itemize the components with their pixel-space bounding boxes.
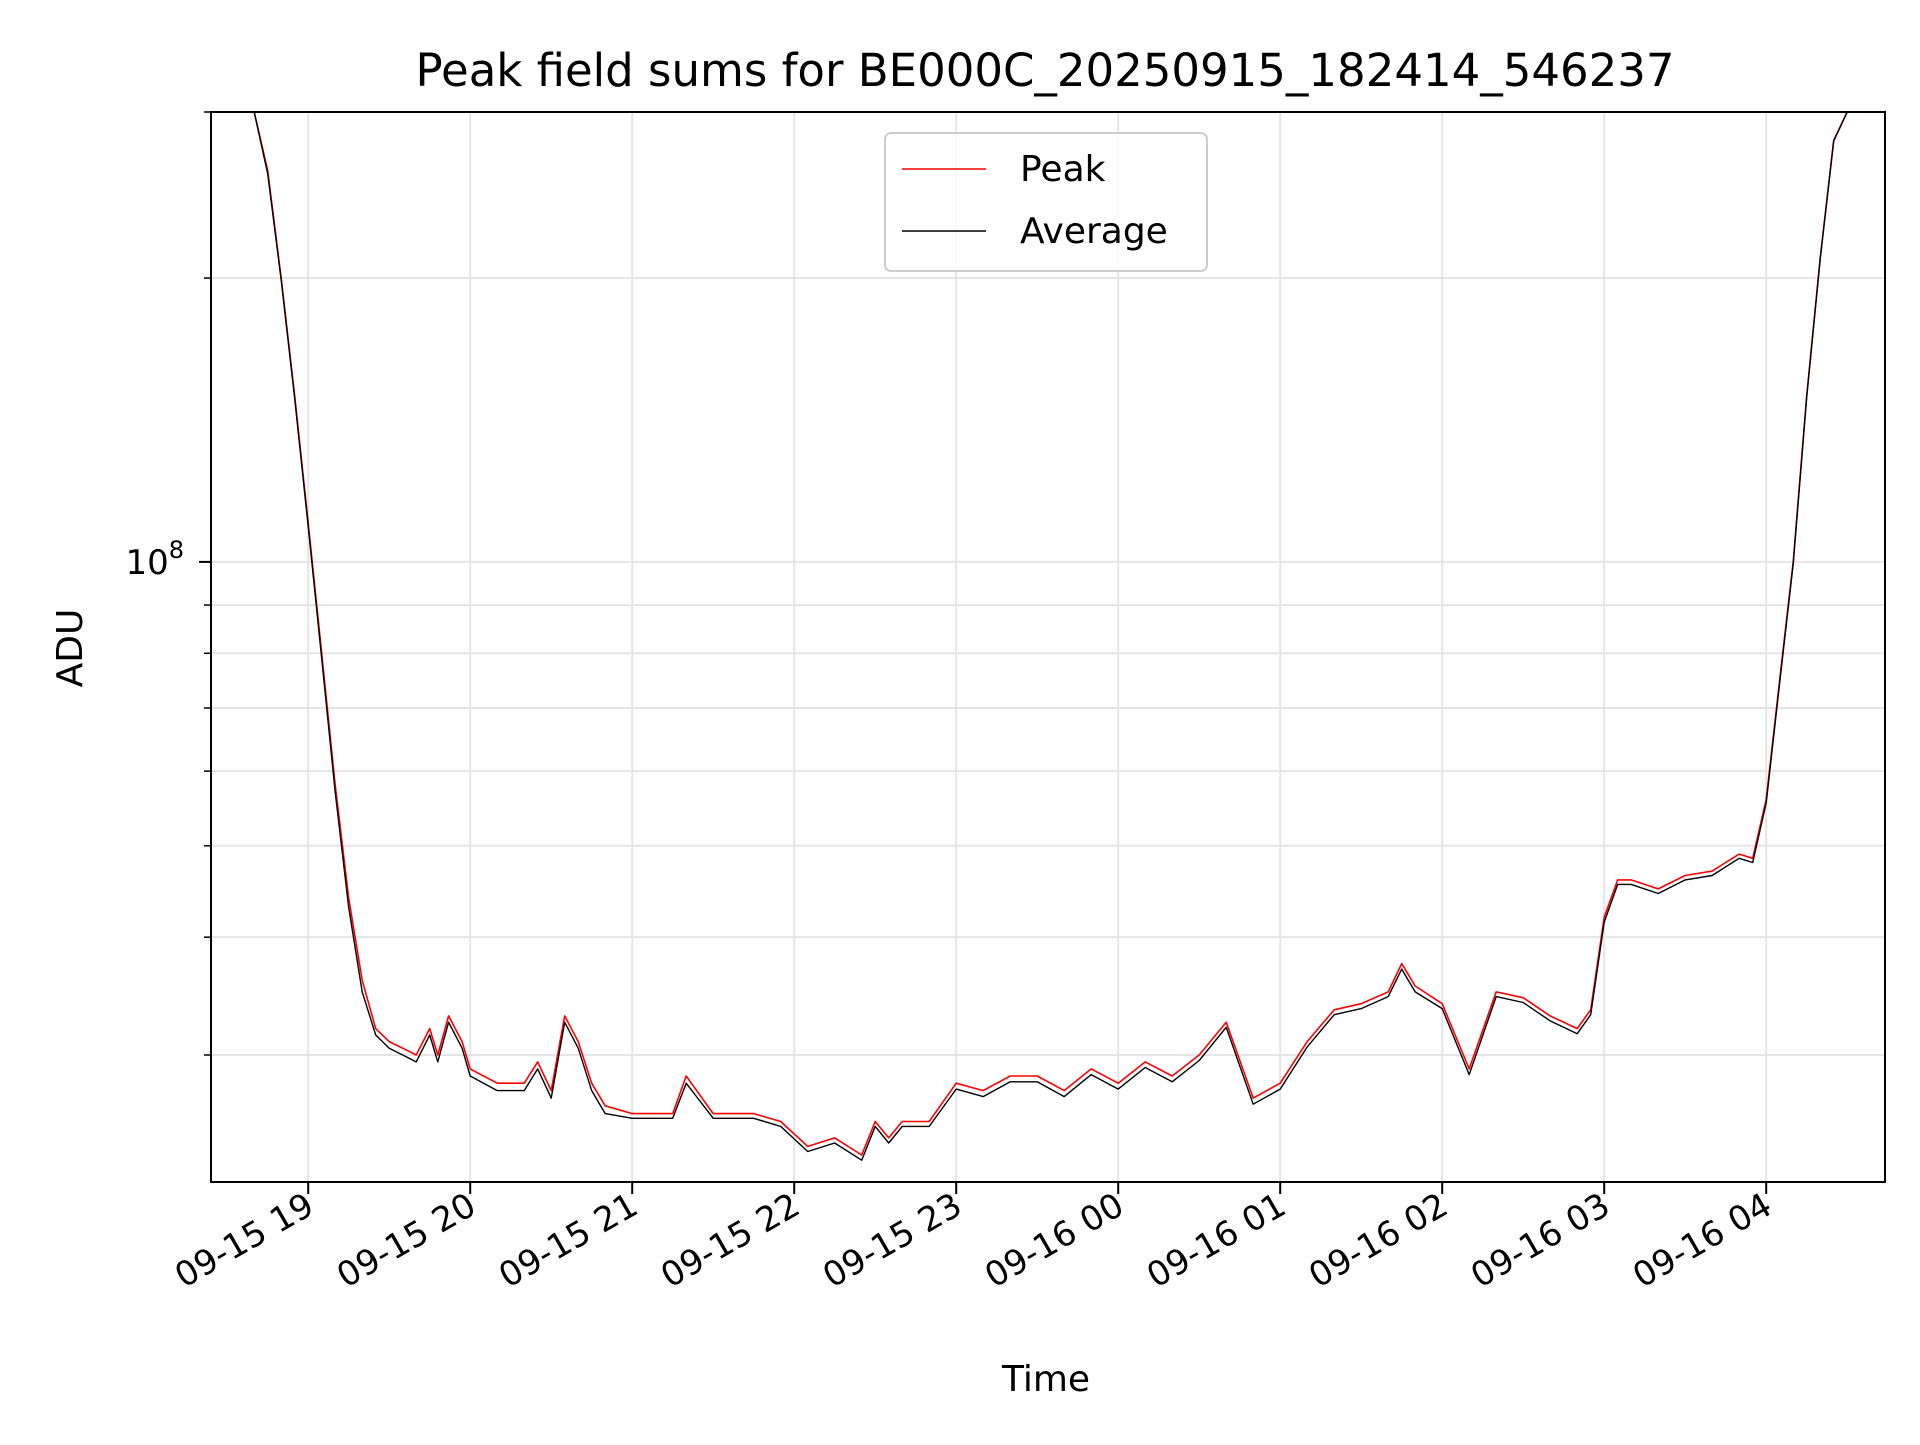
series-line-average xyxy=(211,112,1885,1161)
x-axis-label: Time xyxy=(1001,1359,1090,1400)
legend: Peak Average xyxy=(884,132,1208,272)
series-layer xyxy=(211,112,1885,1161)
legend-box xyxy=(884,132,1208,272)
legend-label-peak: Peak xyxy=(1020,149,1106,190)
plot-frame xyxy=(210,111,1886,1183)
y-axis-label: ADU xyxy=(50,609,91,688)
legend-label-average: Average xyxy=(1020,211,1168,252)
y-tick-label: 108 xyxy=(125,536,184,583)
series-line-peak xyxy=(211,112,1885,1156)
chart-title: Peak field sums for BE000C_20250915_1824… xyxy=(415,44,1674,97)
